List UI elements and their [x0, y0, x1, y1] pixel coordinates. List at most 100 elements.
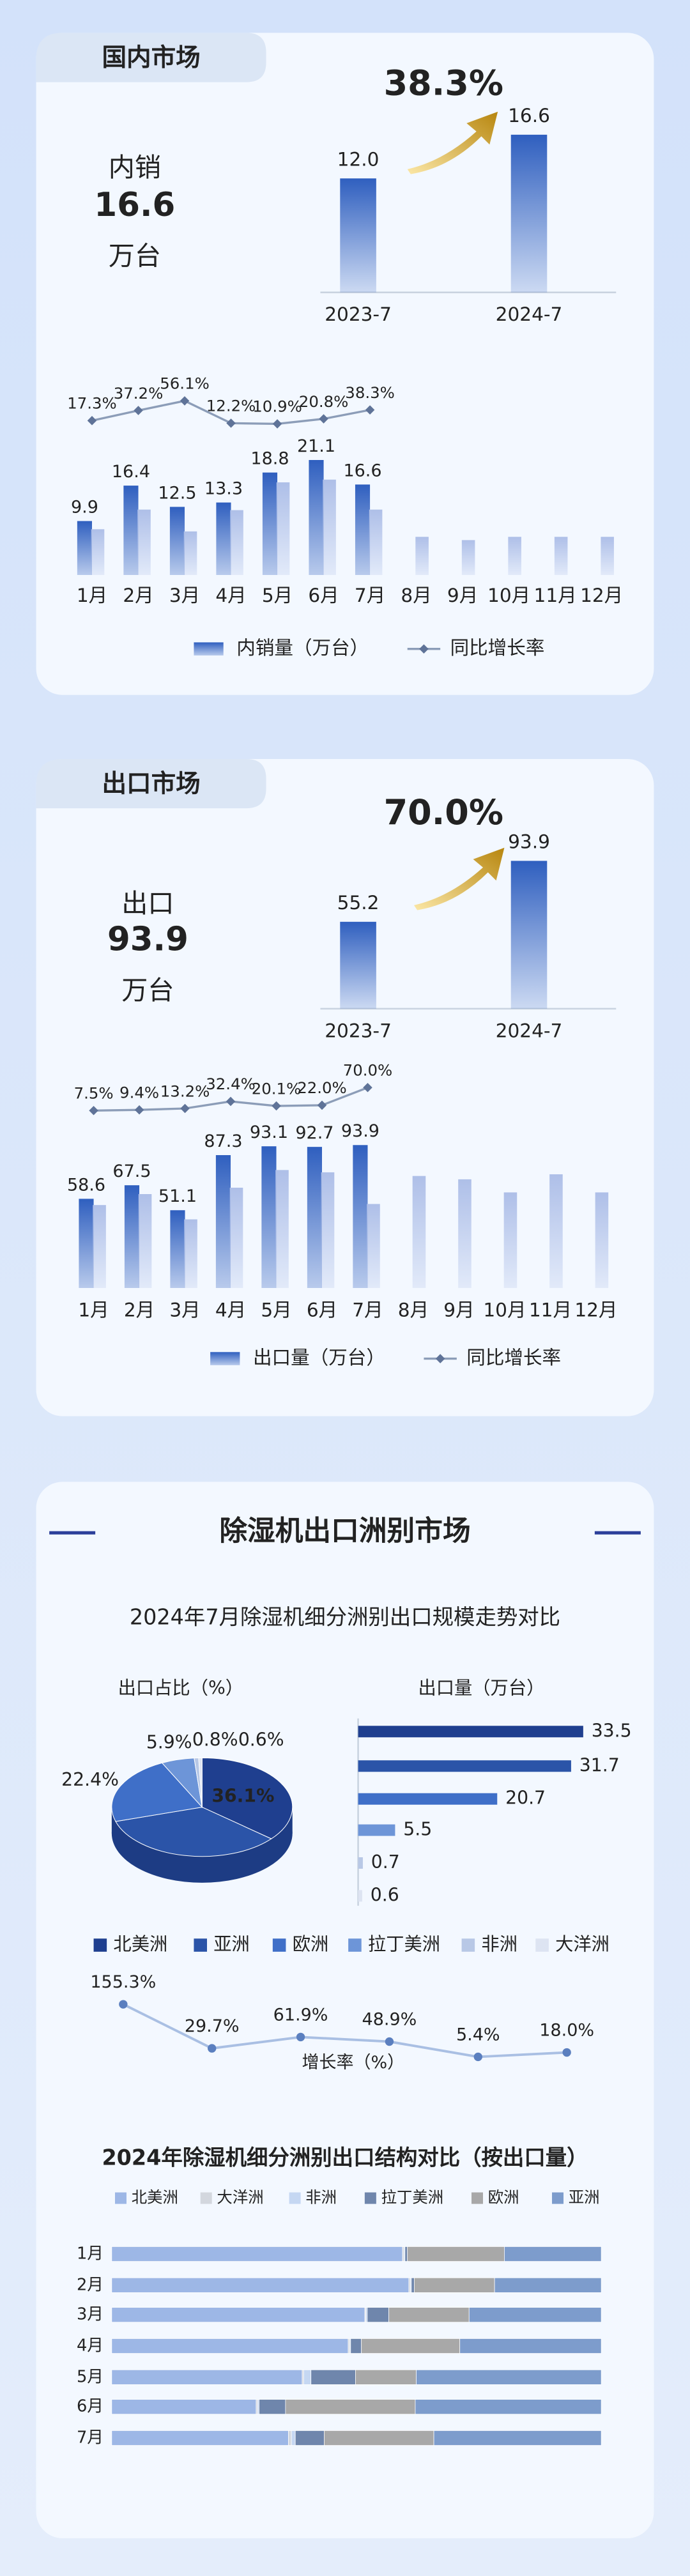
legend-swatch [115, 2192, 126, 2204]
bar [510, 134, 548, 293]
bar [321, 1172, 335, 1288]
x-tick-label: 10月 [483, 1300, 526, 1321]
bar-segment [468, 2307, 602, 2323]
legend-swatch [348, 1938, 362, 1952]
data-label: 5.4% [456, 2025, 500, 2045]
value-label: 9.9 [71, 497, 98, 517]
legend-swatch [194, 642, 224, 656]
pie-slice [198, 1757, 203, 1807]
chart-title: 出口占比（%） [118, 1677, 243, 1698]
line-marker [473, 2052, 482, 2062]
legend-swatch [535, 1938, 549, 1952]
bar-segment [459, 2338, 602, 2354]
legend-label: 亚洲 [213, 1934, 250, 1955]
bar [510, 861, 548, 1009]
bar [261, 1146, 277, 1288]
bar [358, 1824, 395, 1836]
data-label: 56.1% [160, 374, 210, 393]
legend-swatch [289, 2192, 301, 2204]
value-label: 18.8 [250, 449, 289, 469]
bar [340, 921, 376, 1009]
x-tick-label: 3月 [169, 585, 200, 606]
data-label: 48.9% [362, 2010, 417, 2030]
tab-title: 国内市场 [102, 43, 200, 72]
bar [169, 507, 185, 575]
legend-label: 亚洲 [569, 2188, 600, 2207]
bar-segment [433, 2430, 602, 2446]
bar-segment [111, 2399, 257, 2415]
legend-label: 北美洲 [113, 1934, 167, 1955]
bar-segment [288, 2430, 292, 2446]
line-marker [562, 2048, 571, 2057]
line-marker [119, 2000, 128, 2009]
data-label: 155.3% [90, 1972, 156, 1992]
value-label: 93.9 [508, 831, 550, 853]
kpi-label: 出口 [121, 888, 174, 919]
data-label: 17.3% [67, 394, 117, 413]
bar-segment [416, 2369, 602, 2385]
category-label: 2024-7 [496, 303, 563, 325]
value-label: 55.2 [337, 892, 379, 914]
growth-arrow [407, 111, 498, 174]
bar [358, 1793, 498, 1805]
bar [415, 537, 429, 575]
x-tick-label: 12月 [574, 1300, 617, 1321]
data-label: 13.2% [160, 1082, 210, 1100]
value-label: 87.3 [204, 1131, 242, 1151]
pie-slice [111, 1762, 203, 1822]
legend-label: 内销量（万台） [236, 637, 369, 659]
bar [461, 540, 475, 575]
data-label: 0.8% [192, 1729, 238, 1751]
data-label: 12.2% [206, 397, 256, 415]
bar-segment [111, 2307, 365, 2323]
data-label: 22.4% [61, 1769, 119, 1790]
bar [123, 486, 139, 575]
data-label: 38.3% [345, 383, 395, 402]
bar-segment [407, 2246, 505, 2262]
line-marker [89, 1106, 98, 1116]
y-tick-label: 1月 [77, 2244, 103, 2264]
kpi-unit: 万台 [121, 975, 174, 1006]
bar [358, 1726, 583, 1738]
legend-swatch [552, 2192, 564, 2204]
bar [358, 1760, 571, 1772]
data-label: 9.4% [119, 1083, 159, 1101]
kpi-unit: 万台 [109, 241, 161, 272]
tab [36, 33, 266, 82]
data-label: 37.2% [114, 384, 164, 402]
data-label: 10.9% [252, 397, 302, 416]
bar-segment [411, 2277, 415, 2293]
bar-segment [111, 2246, 403, 2262]
value-label: 16.6 [508, 105, 550, 126]
value-label: 12.0 [337, 148, 379, 170]
bar [276, 482, 290, 575]
x-tick-label: 3月 [169, 1300, 200, 1321]
legend-label: 非洲 [481, 1934, 518, 1955]
chart-title: 2024年除湿机细分洲别出口结构对比（按出口量） [102, 2145, 588, 2170]
bar-segment [259, 2399, 286, 2415]
card [36, 1482, 654, 2538]
y-tick-label: 2月 [77, 2275, 103, 2294]
x-tick-label: 6月 [307, 1300, 337, 1321]
line-marker [272, 419, 282, 429]
bar-segment [494, 2277, 602, 2293]
kpi-label: 内销 [109, 152, 161, 183]
annotation: 70.0% [384, 792, 503, 832]
chart-title: 增长率（%） [302, 2053, 405, 2073]
chart-title: 出口量（万台） [418, 1677, 544, 1698]
pie-slice [201, 1757, 293, 1839]
value-label: 67.5 [112, 1162, 151, 1181]
bar [93, 1205, 106, 1288]
kpi-value: 93.9 [107, 920, 188, 958]
value-label: 31.7 [579, 1754, 620, 1775]
y-tick-label: 6月 [77, 2397, 103, 2416]
legend-label: 拉丁美洲 [381, 2188, 444, 2207]
bar [458, 1179, 471, 1288]
bar [275, 1170, 289, 1288]
bar [91, 529, 105, 575]
bar-segment [291, 2430, 296, 2446]
x-tick-label: 5月 [261, 1300, 291, 1321]
bar-segment [111, 2369, 303, 2385]
data-label: 29.7% [185, 2016, 240, 2036]
x-tick-label: 11月 [529, 1300, 572, 1321]
